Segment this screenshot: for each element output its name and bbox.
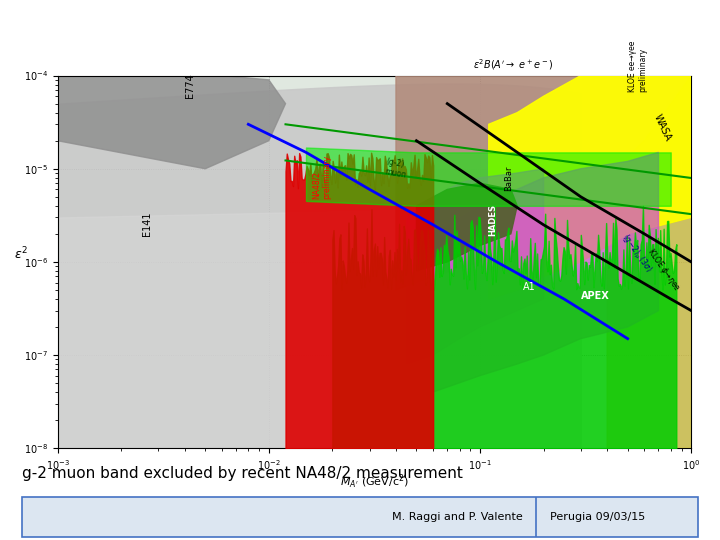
- Text: NA48/2
preliminary: NA48/2 preliminary: [312, 154, 331, 199]
- Polygon shape: [407, 168, 544, 364]
- Text: E774: E774: [185, 73, 194, 98]
- Text: BaBar: BaBar: [504, 166, 513, 191]
- X-axis label: $M_{A^\prime}$ (GeV/c$^2$): $M_{A^\prime}$ (GeV/c$^2$): [340, 473, 409, 491]
- Text: (g-2)
muon: (g-2) muon: [384, 157, 408, 180]
- Polygon shape: [58, 76, 286, 168]
- FancyBboxPatch shape: [22, 497, 698, 537]
- Text: g-2 muon band excluded by recent NA48/2 measurement: g-2 muon band excluded by recent NA48/2 …: [22, 467, 462, 481]
- Text: WASA: WASA: [652, 112, 673, 143]
- Text: A1: A1: [523, 282, 536, 292]
- Text: $(g\!-\!2)_\mu\,(3\sigma)$: $(g\!-\!2)_\mu\,(3\sigma)$: [618, 232, 654, 275]
- Polygon shape: [416, 183, 517, 271]
- Polygon shape: [396, 76, 691, 290]
- Text: Perugia 09/03/15: Perugia 09/03/15: [549, 512, 644, 522]
- Text: E141: E141: [142, 211, 152, 236]
- Text: Status $\varepsilon_q\neq$0 and A$'\rightarrow$e$^+$e$^-$: Status $\varepsilon_q\neq$0 and A$'\righ…: [22, 12, 523, 58]
- Polygon shape: [489, 76, 691, 299]
- Text: KLOE ee→γee
preliminary: KLOE ee→γee preliminary: [628, 40, 647, 92]
- Text: $\varepsilon^2 B(A^\prime \to\ e^+e^-)$: $\varepsilon^2 B(A^\prime \to\ e^+e^-)$: [473, 57, 554, 72]
- Polygon shape: [433, 152, 659, 392]
- Text: M. Raggi and P. Valente: M. Raggi and P. Valente: [392, 512, 523, 522]
- Text: KLOE $\phi\!\to\!\eta$ee: KLOE $\phi\!\to\!\eta$ee: [644, 245, 684, 294]
- Y-axis label: $\varepsilon^2$: $\varepsilon^2$: [14, 245, 28, 262]
- Text: APEX: APEX: [581, 291, 610, 301]
- Polygon shape: [607, 76, 691, 448]
- Text: HADES: HADES: [489, 204, 498, 236]
